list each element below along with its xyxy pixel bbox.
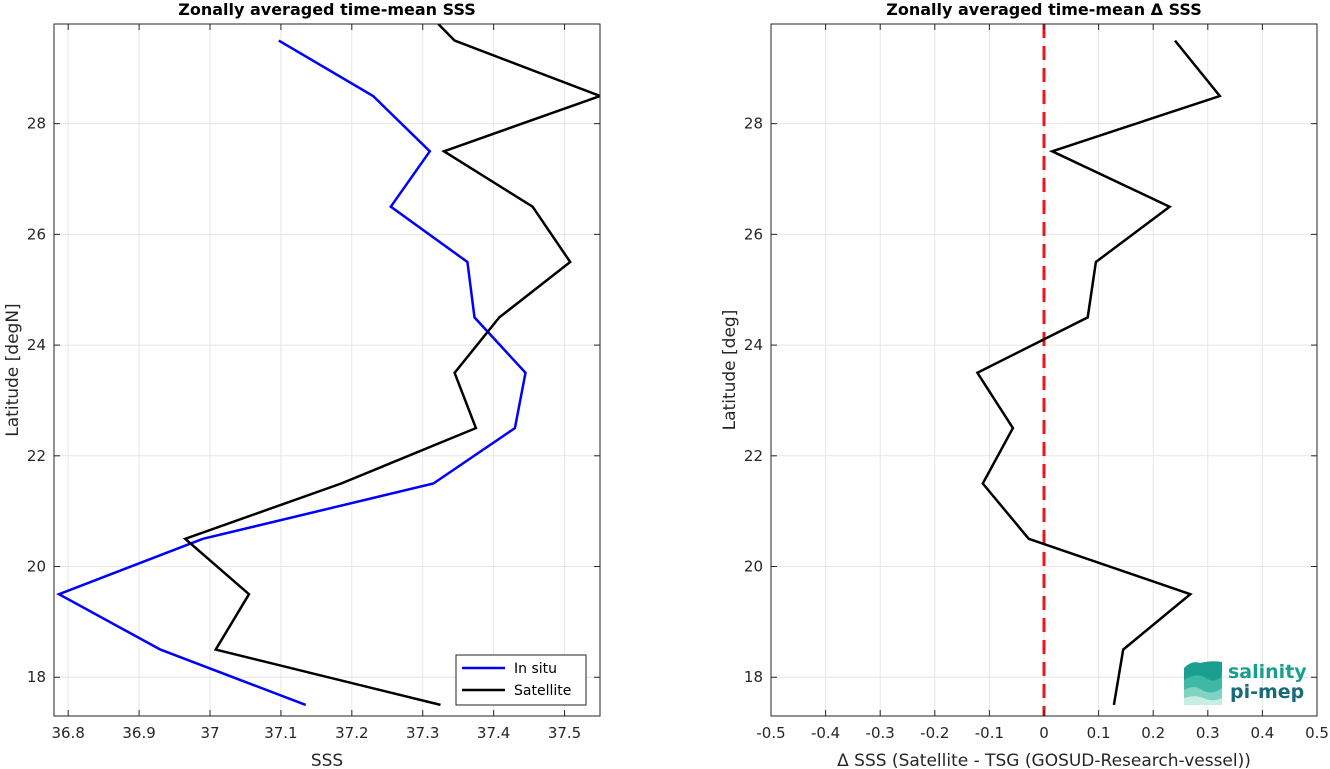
x-tick-label: 0.3 [1196, 724, 1220, 742]
series-group-delta-sss [975, 39, 1222, 706]
x-axis-label-sss: SSS [311, 751, 343, 769]
y-tick-label: 28 [27, 115, 46, 133]
series-in-situ-line [56, 39, 527, 707]
x-tick-label: -0.3 [866, 724, 895, 742]
series-group-sss [56, 24, 600, 707]
y-tick-label: 28 [744, 115, 763, 133]
legend-box [455, 654, 587, 706]
y-tick-label: 22 [27, 447, 46, 465]
x-tick-label: 37 [200, 724, 219, 742]
x-tick-label: -0.5 [756, 724, 785, 742]
x-tick-label: 0.2 [1141, 724, 1165, 742]
panel-sss: 36.8 36.9 37 37.1 37.2 37.3 37.4 37.5 18 20 22 24 26… [3, 0, 601, 769]
legend: In situ Satellite [455, 654, 587, 706]
x-tick-label: -0.4 [811, 724, 840, 742]
axes-frame-sss [53, 23, 601, 717]
x-tick-label: 0.5 [1305, 724, 1329, 742]
y-tick-label: 18 [744, 668, 763, 686]
y-tick-label: 24 [744, 336, 763, 354]
y-tick-label: 26 [744, 225, 763, 243]
legend-label-in-situ: In situ [514, 661, 557, 677]
wave-logo-icon [1184, 661, 1222, 705]
legend-label-satellite: Satellite [514, 683, 571, 699]
y-axis-label-delta-sss: Latitude [deg] [720, 310, 740, 431]
y-tick-label: 20 [27, 558, 46, 576]
x-tick-label: 36.9 [122, 724, 155, 742]
logo-text-salinity: salinity [1228, 661, 1307, 683]
x-tick-label: 0.1 [1087, 724, 1111, 742]
y-tick-label: 26 [27, 225, 46, 243]
panel-delta-sss: -0.5 -0.4 -0.3 -0.2 -0.1 0 0.1 0.2 0.3 0.4 0.5 18 20… [720, 0, 1329, 769]
y-tick-label: 18 [27, 668, 46, 686]
x-tick-label: 36.8 [51, 724, 84, 742]
plot-area-sss [54, 24, 600, 716]
y-axis-label-sss: Latitude [degN] [3, 303, 23, 436]
x-tick-label: 37.3 [406, 724, 439, 742]
x-tick-label: 37.4 [477, 724, 510, 742]
logo-text-pi-mep: pi-mep [1230, 681, 1304, 703]
x-tick-label: 37.5 [548, 724, 581, 742]
ticks-sss: 36.8 36.9 37 37.1 37.2 37.3 37.4 37.5 18 20 22 24 26… [27, 24, 600, 742]
ticks-delta-sss: -0.5 -0.4 -0.3 -0.2 -0.1 0 0.1 0.2 0.3 0.4 0.5 18 20… [744, 24, 1329, 742]
x-axis-label-delta-sss: Δ SSS (Satellite - TSG (GOSUD-Research-v… [837, 751, 1251, 769]
y-tick-label: 22 [744, 447, 763, 465]
series-satellite-line [182, 24, 600, 707]
salinity-pi-mep-logo: salinity pi-mep [1184, 661, 1307, 705]
x-tick-label: 37.2 [335, 724, 368, 742]
x-tick-label: -0.1 [975, 724, 1004, 742]
x-tick-label: 37.1 [264, 724, 297, 742]
y-tick-label: 24 [27, 336, 46, 354]
x-tick-label: 0 [1039, 724, 1049, 742]
y-tick-label: 20 [744, 558, 763, 576]
x-tick-label: 0.4 [1250, 724, 1274, 742]
grid-sss [54, 24, 600, 716]
chart-title-sss: Zonally averaged time-mean SSS [178, 0, 476, 19]
x-tick-label: -0.2 [920, 724, 949, 742]
series-delta-sss-line [975, 39, 1222, 706]
chart-title-delta-sss: Zonally averaged time-mean Δ SSS [886, 0, 1202, 19]
